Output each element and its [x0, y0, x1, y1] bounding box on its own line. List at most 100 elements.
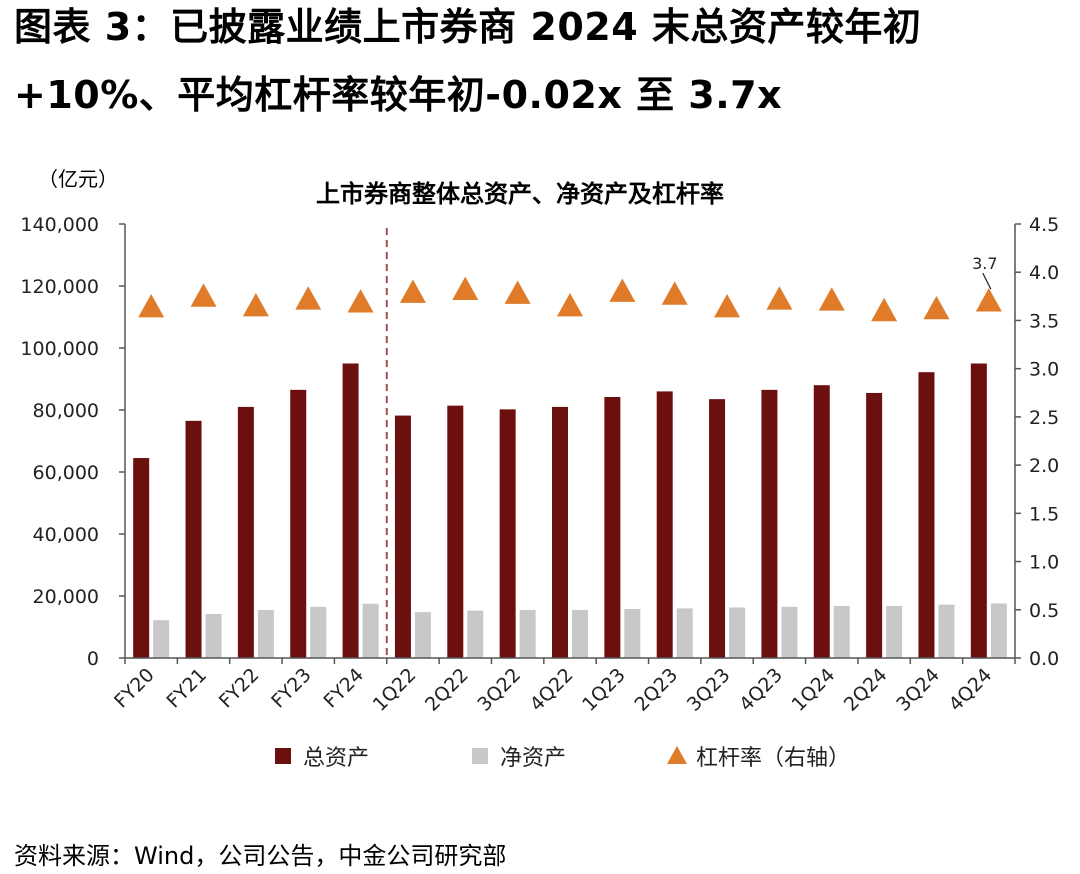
marker-leverage [452, 276, 479, 300]
bar-net-assets [729, 607, 746, 658]
legend: 总资产 净资产 杠杆率（右轴） [275, 746, 850, 771]
bar-net-assets [781, 606, 798, 658]
y-left-tick-label: 120,000 [20, 276, 99, 298]
y-left-tick-label: 40,000 [33, 524, 99, 546]
bar-net-assets [833, 605, 850, 658]
legend-swatch [667, 746, 687, 764]
bar-total-assets [761, 389, 778, 658]
bar-total-assets [133, 458, 150, 658]
annotation-label: 3.7 [972, 254, 997, 273]
x-tick-label: 2Q24 [840, 664, 892, 716]
marker-leverage [818, 287, 845, 311]
bar-net-assets [990, 603, 1007, 658]
x-tick-label: 3Q23 [683, 664, 735, 716]
source-note: 资料来源：Wind，公司公告，中金公司研究部 [14, 842, 507, 870]
chart-title: 上市券商整体总资产、净资产及杠杆率 [316, 180, 724, 208]
x-tick-label: FY23 [267, 664, 316, 713]
y-left-tick-label: 100,000 [20, 338, 99, 360]
x-tick-label: 2Q23 [630, 664, 682, 716]
marker-leverage [661, 281, 688, 305]
bar-net-assets [467, 610, 484, 658]
marker-leverage [295, 286, 322, 310]
bar-total-assets [447, 405, 464, 658]
bar-net-assets [519, 609, 536, 658]
marker-leverage [399, 279, 426, 303]
bar-total-assets [656, 391, 673, 658]
bar-net-assets [572, 609, 588, 658]
legend-swatch [472, 748, 488, 764]
bar-net-assets [362, 603, 379, 658]
y-left-tick-label: 140,000 [20, 214, 99, 236]
x-tick-label: 2Q22 [421, 664, 473, 716]
y-right-tick-label: 3.5 [1029, 310, 1059, 332]
legend-label: 净资产 [500, 746, 566, 771]
marker-leverage [504, 280, 531, 304]
y-right-tick-label: 2.0 [1029, 455, 1059, 477]
legend-label: 总资产 [303, 746, 369, 771]
bar-total-assets [185, 420, 202, 658]
bar-net-assets [624, 609, 641, 658]
bar-net-assets [676, 608, 693, 658]
y-right-tick-label: 4.0 [1029, 262, 1059, 284]
bar-net-assets [938, 604, 955, 658]
y-right-tick-label: 4.5 [1029, 214, 1059, 236]
x-tick-label: FY21 [162, 664, 211, 713]
y-right-tick-label: 0.5 [1029, 600, 1059, 622]
bar-total-assets [604, 396, 621, 658]
x-tick-label: FY24 [320, 664, 369, 713]
x-tick-label: 3Q22 [473, 664, 525, 716]
y-right-tick-label: 1.0 [1029, 552, 1059, 574]
y-right-tick-label: 0.0 [1029, 648, 1059, 670]
y-left-tick-label: 60,000 [33, 462, 99, 484]
x-tick-label: FY22 [215, 664, 264, 713]
figure-title-line2: +10%、平均杠杆率较年初-0.02x 至 3.7x [14, 73, 783, 117]
bar-net-assets [257, 609, 274, 658]
marker-leverage [871, 297, 898, 322]
bar-net-assets [310, 606, 327, 658]
marker-leverage [923, 295, 950, 320]
marker-leverage [714, 293, 741, 318]
legend-label: 杠杆率（右轴） [696, 746, 850, 771]
x-tick-label: 1Q22 [369, 664, 421, 716]
x-tick-label: 4Q22 [526, 664, 578, 716]
y-left-tick-label: 0 [87, 648, 99, 670]
bar-total-assets [552, 406, 568, 658]
marker-leverage [975, 288, 1002, 312]
bar-total-assets [813, 385, 830, 658]
y-right-tick-label: 3.0 [1029, 359, 1059, 381]
bar-total-assets [970, 363, 987, 658]
y-right-tick-label: 1.5 [1029, 503, 1059, 525]
marker-leverage [190, 283, 217, 307]
marker-leverage [138, 293, 165, 318]
y-unit-label: （亿元） [38, 167, 118, 191]
y-right-tick-label: 2.5 [1029, 407, 1059, 429]
x-tick-label: 4Q23 [735, 664, 787, 716]
marker-leverage [347, 289, 374, 313]
bar-total-assets [918, 372, 935, 658]
x-tick-label: 3Q24 [892, 664, 944, 716]
marker-leverage [766, 286, 793, 310]
y-left-tick-label: 20,000 [33, 586, 99, 608]
marker-leverage [609, 278, 636, 302]
bar-total-assets [290, 389, 307, 658]
chart: 上市券商整体总资产、净资产及杠杆率 （亿元） 3.7 0 20,000 40,000… [20, 167, 1059, 771]
bar-total-assets [866, 392, 883, 658]
bar-total-assets [709, 399, 726, 658]
x-tick-label: 4Q24 [945, 664, 997, 716]
y-left-tick-label: 80,000 [33, 400, 99, 422]
marker-leverage [557, 292, 583, 317]
annotation-leader [982, 272, 992, 290]
marker-leverage [242, 292, 269, 317]
x-tick-label: 1Q24 [788, 664, 840, 716]
bar-net-assets [414, 612, 431, 658]
bar-total-assets [394, 415, 411, 658]
bar-net-assets [886, 605, 903, 658]
bar-total-assets [237, 406, 254, 658]
bar-net-assets [205, 613, 222, 658]
x-tick-label: FY20 [110, 664, 159, 713]
bar-total-assets [499, 409, 516, 658]
x-tick-label: 1Q23 [578, 664, 630, 716]
figure-title-line1: 图表 3：已披露业绩上市券商 2024 末总资产较年初 [14, 5, 922, 49]
bar-total-assets [342, 363, 359, 658]
bar-net-assets [153, 620, 170, 658]
